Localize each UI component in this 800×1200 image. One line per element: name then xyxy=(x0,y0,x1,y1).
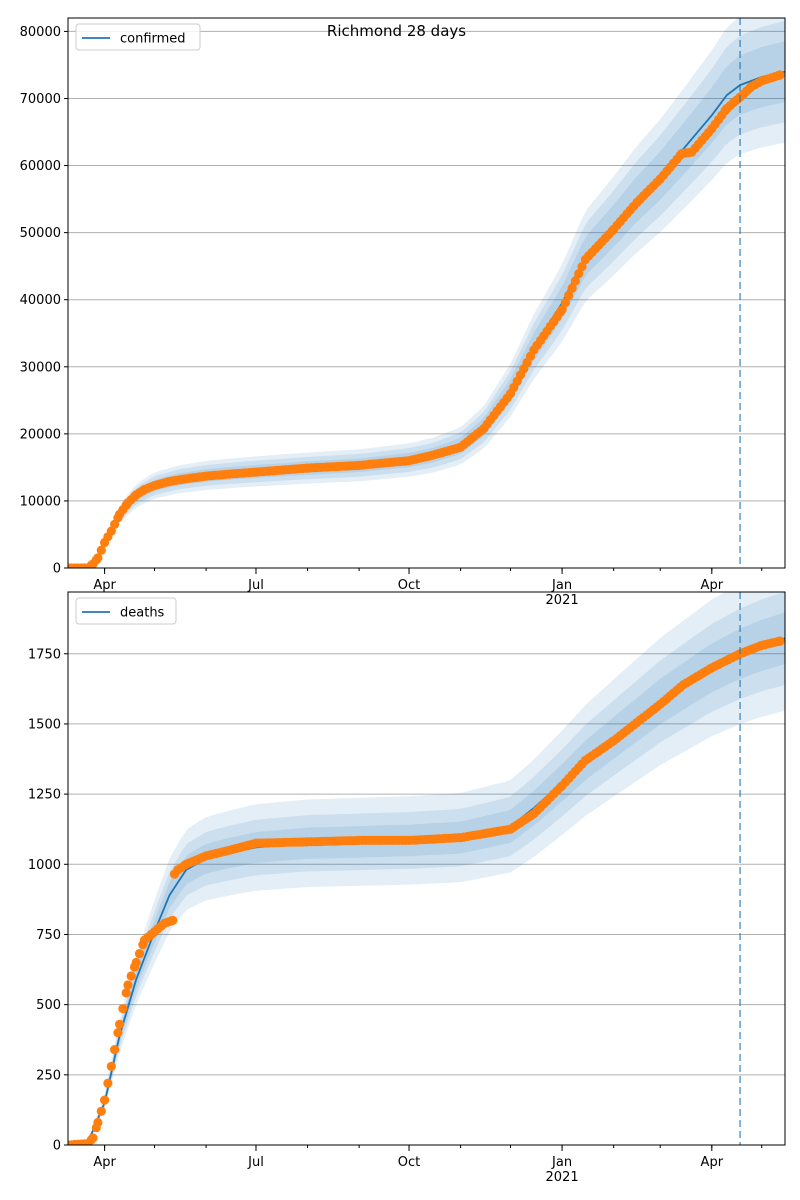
data-point xyxy=(93,553,103,563)
data-point xyxy=(121,988,131,998)
x-tick-label: Apr xyxy=(701,1155,724,1170)
y-tick-label: 10000 xyxy=(20,494,61,509)
legend-label: confirmed xyxy=(120,32,186,47)
x-tick-label: Jan xyxy=(551,1155,572,1170)
y-tick-label: 70000 xyxy=(20,92,61,107)
data-point xyxy=(131,957,141,968)
data-point xyxy=(570,276,581,286)
x-tick-label: Jan xyxy=(551,578,572,593)
y-tick-label: 1250 xyxy=(28,788,61,803)
data-point xyxy=(775,70,785,80)
data-point xyxy=(557,305,567,315)
data-point xyxy=(100,1095,110,1105)
data-point xyxy=(577,262,587,272)
data-point xyxy=(110,1045,120,1055)
data-point xyxy=(560,298,571,308)
x-tick-label: Apr xyxy=(93,578,116,593)
legend: deaths xyxy=(75,597,177,625)
y-tick-label: 20000 xyxy=(20,427,61,442)
confidence-band xyxy=(68,592,785,1145)
legend: confirmed xyxy=(75,23,201,51)
data-point xyxy=(168,915,178,926)
x-tick-label: Apr xyxy=(701,578,724,593)
data-point xyxy=(574,269,584,279)
y-tick-label: 0 xyxy=(53,1139,61,1154)
axes-frame xyxy=(67,17,786,569)
data-point xyxy=(96,545,106,555)
data-point xyxy=(775,636,785,646)
confidence-band xyxy=(68,592,785,1145)
y-tick-label: 250 xyxy=(36,1068,61,1083)
data-point xyxy=(564,290,574,300)
y-tick-label: 500 xyxy=(36,998,61,1013)
plot-area xyxy=(68,592,785,1145)
data-point xyxy=(123,980,133,990)
data-point xyxy=(88,1133,98,1143)
data-point xyxy=(96,1106,106,1116)
chart-panel-0: 0 10000 20000 30000 40000 50000 60000 70000 8000… xyxy=(20,17,786,608)
chart-title: Richmond 28 days xyxy=(327,22,466,40)
y-tick-label: 60000 xyxy=(20,159,61,174)
y-tick-label: 80000 xyxy=(20,25,61,40)
x-tick-label: Jul xyxy=(247,1155,264,1170)
data-point xyxy=(103,1078,113,1088)
data-point xyxy=(567,283,577,293)
legend-box xyxy=(75,597,177,625)
x-tick-sublabel: 2021 xyxy=(546,1170,579,1185)
y-tick-label: 1500 xyxy=(28,717,61,732)
y-tick-label: 0 xyxy=(53,562,61,577)
legend-label: deaths xyxy=(120,606,165,621)
x-tick-label: Oct xyxy=(398,578,420,593)
data-point xyxy=(126,971,136,981)
y-tick-label: 30000 xyxy=(20,360,61,375)
y-tick-label: 40000 xyxy=(20,293,61,308)
legend-box xyxy=(75,23,201,51)
plot-area xyxy=(68,18,785,568)
y-tick-label: 1000 xyxy=(28,858,61,873)
x-tick-sublabel: 2021 xyxy=(546,593,579,608)
data-point xyxy=(115,1019,125,1029)
y-tick-label: 1750 xyxy=(28,647,61,662)
x-tick-label: Jul xyxy=(247,578,264,593)
x-tick-label: Oct xyxy=(398,1155,420,1170)
data-point xyxy=(118,1004,128,1014)
data-point xyxy=(134,949,145,959)
data-point xyxy=(93,1117,103,1128)
x-tick-label: Apr xyxy=(93,1155,116,1170)
y-tick-label: 750 xyxy=(36,928,61,943)
confidence-band xyxy=(68,41,785,568)
data-point xyxy=(106,1061,116,1071)
y-tick-label: 50000 xyxy=(20,226,61,241)
data-point xyxy=(113,1028,123,1038)
axes-frame xyxy=(67,591,786,1146)
